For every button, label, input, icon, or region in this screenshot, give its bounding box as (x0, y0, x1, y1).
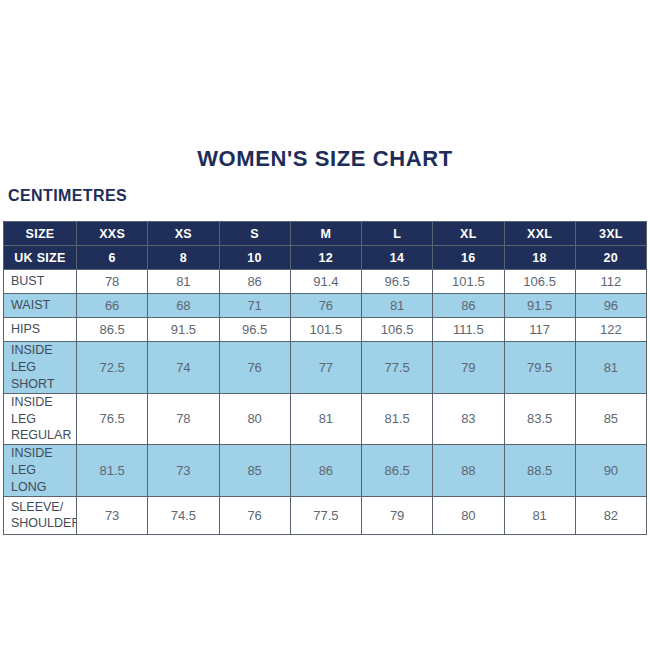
value-cell: 79 (433, 342, 504, 394)
column-header: SIZE (4, 222, 77, 246)
value-cell: 90 (575, 445, 646, 497)
size-chart-table: SIZE XXS XS S M L XL XXL 3XL UK SIZE 6 8… (3, 221, 647, 535)
value-cell: 111.5 (433, 318, 504, 342)
row-label: INSIDE LEG SHORT (4, 342, 77, 394)
value-cell: 81 (290, 393, 361, 445)
value-cell: 83.5 (504, 393, 575, 445)
value-cell: 91.4 (290, 270, 361, 294)
value-cell: 86 (290, 445, 361, 497)
page-title: WOMEN'S SIZE CHART (0, 0, 650, 172)
value-cell: 72.5 (77, 342, 148, 394)
value-cell: 68 (148, 294, 219, 318)
column-header: L (362, 222, 433, 246)
uk-size-value: 8 (148, 246, 219, 270)
uk-size-value: 12 (290, 246, 361, 270)
value-cell: 77 (290, 342, 361, 394)
row-label: BUST (4, 270, 77, 294)
value-cell: 73 (77, 496, 148, 534)
uk-size-value: 16 (433, 246, 504, 270)
value-cell: 96.5 (219, 318, 290, 342)
value-cell: 76 (219, 496, 290, 534)
row-label: WAIST (4, 294, 77, 318)
value-cell: 82 (575, 496, 646, 534)
size-chart-page: WOMEN'S SIZE CHART CENTIMETRES SIZE XXS … (0, 0, 650, 650)
size-header-row: SIZE XXS XS S M L XL XXL 3XL (4, 222, 647, 246)
value-cell: 86.5 (362, 445, 433, 497)
value-cell: 88.5 (504, 445, 575, 497)
value-cell: 81 (575, 342, 646, 394)
value-cell: 86 (433, 294, 504, 318)
uk-size-label: UK SIZE (4, 246, 77, 270)
row-label: HIPS (4, 318, 77, 342)
table-row-inside-leg-long: INSIDE LEG LONG 81.5 73 85 86 86.5 88 88… (4, 445, 647, 497)
column-header: XXL (504, 222, 575, 246)
column-header: S (219, 222, 290, 246)
value-cell: 86.5 (77, 318, 148, 342)
value-cell: 73 (148, 445, 219, 497)
value-cell: 81 (148, 270, 219, 294)
table-row-waist: WAIST 66 68 71 76 81 86 91.5 96 (4, 294, 647, 318)
value-cell: 85 (219, 445, 290, 497)
uk-size-row: UK SIZE 6 8 10 12 14 16 18 20 (4, 246, 647, 270)
value-cell: 76 (290, 294, 361, 318)
table-row-inside-leg-short: INSIDE LEG SHORT 72.5 74 76 77 77.5 79 7… (4, 342, 647, 394)
value-cell: 81 (504, 496, 575, 534)
units-label: CENTIMETRES (0, 187, 650, 205)
value-cell: 77.5 (290, 496, 361, 534)
value-cell: 79.5 (504, 342, 575, 394)
column-header: XXS (77, 222, 148, 246)
value-cell: 106.5 (362, 318, 433, 342)
row-label: INSIDE LEG LONG (4, 445, 77, 497)
value-cell: 76.5 (77, 393, 148, 445)
value-cell: 78 (148, 393, 219, 445)
value-cell: 117 (504, 318, 575, 342)
table-row-sleeve-shoulder: SLEEVE/ SHOULDER 73 74.5 76 77.5 79 80 8… (4, 496, 647, 534)
value-cell: 81.5 (77, 445, 148, 497)
row-label: SLEEVE/ SHOULDER (4, 496, 77, 534)
value-cell: 122 (575, 318, 646, 342)
uk-size-value: 10 (219, 246, 290, 270)
value-cell: 74.5 (148, 496, 219, 534)
value-cell: 80 (219, 393, 290, 445)
value-cell: 77.5 (362, 342, 433, 394)
value-cell: 101.5 (290, 318, 361, 342)
column-header: XL (433, 222, 504, 246)
value-cell: 101.5 (433, 270, 504, 294)
table-row-hips: HIPS 86.5 91.5 96.5 101.5 106.5 111.5 11… (4, 318, 647, 342)
column-header: M (290, 222, 361, 246)
value-cell: 71 (219, 294, 290, 318)
uk-size-value: 18 (504, 246, 575, 270)
uk-size-value: 14 (362, 246, 433, 270)
value-cell: 83 (433, 393, 504, 445)
uk-size-value: 20 (575, 246, 646, 270)
value-cell: 81.5 (362, 393, 433, 445)
value-cell: 86 (219, 270, 290, 294)
table-row-bust: BUST 78 81 86 91.4 96.5 101.5 106.5 112 (4, 270, 647, 294)
value-cell: 74 (148, 342, 219, 394)
value-cell: 80 (433, 496, 504, 534)
value-cell: 79 (362, 496, 433, 534)
value-cell: 96 (575, 294, 646, 318)
value-cell: 91.5 (148, 318, 219, 342)
value-cell: 96.5 (362, 270, 433, 294)
value-cell: 88 (433, 445, 504, 497)
value-cell: 66 (77, 294, 148, 318)
uk-size-value: 6 (77, 246, 148, 270)
value-cell: 106.5 (504, 270, 575, 294)
value-cell: 78 (77, 270, 148, 294)
value-cell: 112 (575, 270, 646, 294)
column-header: 3XL (575, 222, 646, 246)
value-cell: 81 (362, 294, 433, 318)
row-label: INSIDE LEG REGULAR (4, 393, 77, 445)
column-header: XS (148, 222, 219, 246)
value-cell: 85 (575, 393, 646, 445)
value-cell: 91.5 (504, 294, 575, 318)
table-row-inside-leg-regular: INSIDE LEG REGULAR 76.5 78 80 81 81.5 83… (4, 393, 647, 445)
value-cell: 76 (219, 342, 290, 394)
